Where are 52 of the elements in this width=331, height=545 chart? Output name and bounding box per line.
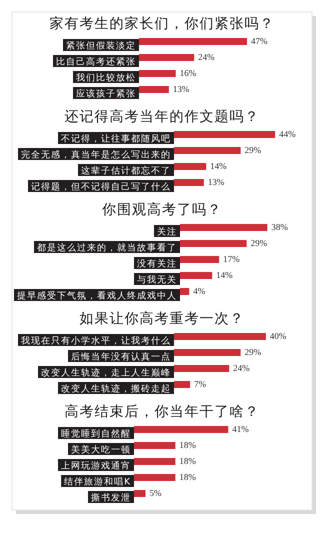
data-label: 18%: [179, 440, 196, 450]
data-label: 17%: [223, 254, 240, 264]
data-label: 7%: [194, 379, 207, 389]
data-label: 4%: [193, 286, 206, 296]
data-label: 38%: [271, 222, 288, 232]
data-label: 29%: [244, 145, 262, 155]
y-tick-label: 撕书发泄: [91, 492, 131, 504]
data-label: 44%: [279, 129, 296, 139]
chart-title: 你围观高考了吗？: [101, 202, 222, 218]
bar: [174, 381, 190, 388]
data-label: 14%: [210, 161, 228, 171]
y-tick-label: 结伴旅游和唱K: [64, 476, 132, 488]
y-tick-label: 紧张但假装淡定: [66, 40, 136, 52]
y-tick-label: 我们比较放松: [76, 72, 136, 84]
data-label: 24%: [198, 52, 216, 62]
y-tick-label: 美美大吃一顿: [71, 444, 131, 456]
data-label: 5%: [149, 488, 162, 498]
data-label: 47%: [251, 36, 268, 46]
data-label: 24%: [233, 363, 250, 373]
y-tick-label: 比自己高考还紧张: [56, 56, 136, 68]
chart-title: 家有考生的家长们，你们紧张吗？: [50, 16, 274, 32]
y-tick-label: 不记得，让往事都随风吧: [61, 134, 171, 144]
y-tick-label: 改变人生轨迹，搬砖走起: [61, 384, 171, 394]
chart-title: 高考结束后，你当年干了啥？: [64, 404, 260, 420]
y-tick-label: 与我无关: [137, 274, 177, 286]
y-tick-label: 提早感受下气氛，看戏人终成戏中人: [17, 290, 177, 302]
data-label: 41%: [232, 424, 250, 434]
y-tick-label: 都是这么过来的，就当故事看了: [37, 242, 177, 254]
data-label: 18%: [179, 456, 196, 466]
y-tick-label: 后悔当年没有认真一点: [71, 352, 171, 362]
chart-title: 还记得高考当年的作文题吗？: [64, 109, 260, 125]
y-tick-label: 上网玩游戏通宵: [61, 460, 131, 472]
y-tick-label: 没有关注: [137, 258, 177, 270]
data-label: 18%: [179, 472, 196, 482]
bar: [174, 179, 204, 186]
data-label: 29%: [250, 238, 268, 248]
y-tick-label: 这辈子估计都忘不了: [81, 166, 171, 176]
data-label: 16%: [180, 68, 197, 78]
data-label: 40%: [270, 331, 287, 341]
y-tick-label: 改变人生轨迹，走上人生巅峰: [41, 368, 171, 378]
chart-title: 如果让你高考重考一次？: [80, 311, 244, 327]
bar: [180, 288, 190, 295]
y-tick-label: 应该孩子紧张: [76, 88, 136, 100]
data-label: 14%: [216, 270, 234, 280]
y-tick-label: 关注: [157, 226, 177, 238]
data-label: 29%: [244, 347, 262, 357]
y-tick-label: 我现在只有小学水平，让我考什么: [21, 336, 171, 346]
y-tick-label: 睡觉睡到自然醒: [61, 428, 131, 440]
data-label: 13%: [208, 177, 225, 187]
y-tick-label: 记得题，但不记得自己写了什么: [31, 182, 171, 192]
data-label: 13%: [172, 84, 190, 94]
y-tick-label: 完全无感，真当年是怎么写出来的: [21, 150, 171, 160]
